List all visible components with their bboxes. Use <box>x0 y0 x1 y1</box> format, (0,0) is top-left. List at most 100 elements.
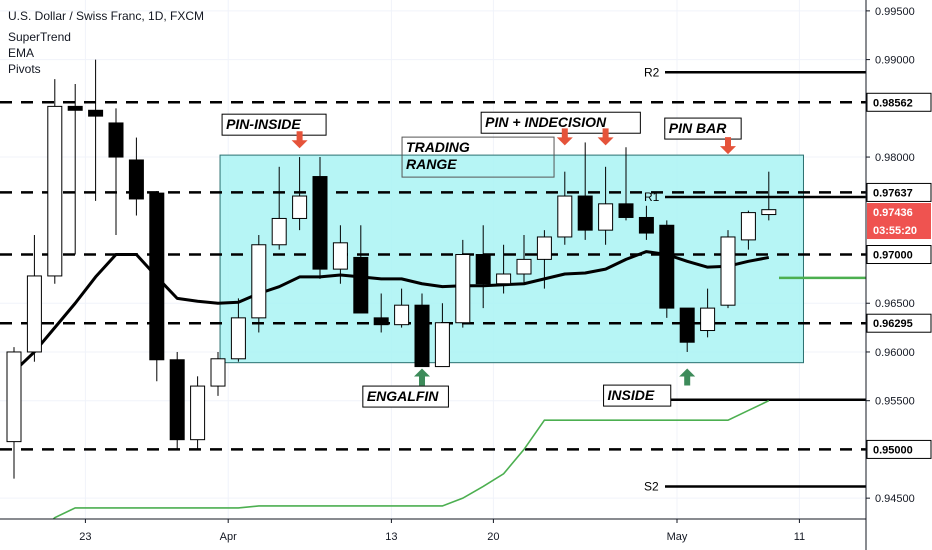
candle <box>475 225 491 309</box>
level-tag <box>866 245 932 265</box>
candle-body <box>598 203 614 231</box>
time-tick-label: May <box>667 531 688 543</box>
candle-body <box>638 216 654 234</box>
candle-body <box>128 159 144 200</box>
annotation-box <box>362 385 449 408</box>
candle <box>557 171 573 245</box>
trading-range-box <box>219 154 804 364</box>
candle <box>332 225 348 284</box>
candle-body <box>190 385 206 441</box>
level-tag-label: 0.95000 <box>873 444 913 456</box>
candle <box>516 235 532 284</box>
candle-body <box>169 359 185 441</box>
arrow-down-icon <box>720 137 736 155</box>
price-tick-label: 0.94500 <box>875 493 915 505</box>
annotation-box <box>221 113 327 136</box>
indicator-label: EMA <box>8 46 34 60</box>
annotation-label: ENGALFIN <box>367 388 439 404</box>
trading-range-label-frame <box>401 136 555 178</box>
price-tick-label: 0.99500 <box>875 6 915 18</box>
level-tag-label: 0.97000 <box>873 250 913 262</box>
supertrend-line <box>19 399 770 550</box>
candle <box>108 108 124 236</box>
candle-body <box>292 195 308 219</box>
candle <box>679 307 695 352</box>
arrow-up-icon <box>414 368 430 386</box>
indicator-label: Pivots <box>8 62 41 76</box>
time-tick-label: 20 <box>487 531 499 543</box>
annotation-label: PIN + INDECISION <box>485 114 607 130</box>
annotation-label: PIN-INSIDE <box>226 116 301 132</box>
candle-body <box>496 273 512 285</box>
annotation-label: INSIDE <box>608 387 655 403</box>
countdown-label: 03:55:20 <box>873 225 917 237</box>
annotation-label: PIN BAR <box>669 120 727 136</box>
arrow-up-icon <box>679 368 696 386</box>
candle-body <box>577 195 593 231</box>
level-tag-label: 0.97637 <box>873 187 913 199</box>
arrow-down-icon <box>291 131 308 149</box>
candle <box>638 205 654 240</box>
time-tick-label: 11 <box>794 531 805 543</box>
candle <box>618 147 634 221</box>
candle-body <box>434 322 450 368</box>
last-price-tag <box>867 203 931 240</box>
annotation-box <box>664 117 742 140</box>
candle <box>292 157 308 231</box>
candle <box>496 244 512 294</box>
pivot-label: S2 <box>644 479 659 493</box>
candle-body <box>761 209 777 216</box>
annotation-box <box>480 111 641 134</box>
candle-body <box>618 203 634 218</box>
candle <box>210 351 226 396</box>
trading-range-label: TRADING <box>406 139 470 155</box>
candle <box>149 191 165 382</box>
candle-body <box>210 358 226 387</box>
level-tag <box>866 313 932 333</box>
candle <box>455 239 471 328</box>
candle-body <box>679 307 695 343</box>
candle-body <box>332 242 348 270</box>
last-price-label: 0.97436 <box>873 207 913 219</box>
candle <box>67 83 83 255</box>
chart-title: U.S. Dollar / Swiss Franc, 1D, FXCM <box>8 9 204 23</box>
candle-body <box>455 254 471 324</box>
time-tick-label: 13 <box>385 531 397 543</box>
candle <box>190 376 206 450</box>
candle <box>47 79 63 284</box>
arrow-down-icon <box>597 128 614 146</box>
candle-body <box>88 109 104 117</box>
level-tag-label: 0.96295 <box>873 318 913 330</box>
candle <box>6 347 22 479</box>
candle <box>230 298 246 362</box>
candle <box>251 235 267 333</box>
candle <box>88 59 104 201</box>
candle-body <box>67 105 83 111</box>
pivot-label: R1 <box>644 190 660 204</box>
candle <box>577 142 593 240</box>
candle-body <box>230 317 246 360</box>
candle-body <box>659 224 675 309</box>
candle <box>740 210 756 250</box>
level-tag <box>866 182 932 202</box>
candle-body <box>271 217 287 246</box>
level-tag-label: 0.98562 <box>873 97 913 109</box>
level-tag <box>866 439 932 459</box>
candle-body <box>251 244 267 319</box>
candle <box>434 303 450 368</box>
candle-body <box>108 122 124 158</box>
candle-body <box>516 258 532 275</box>
candle <box>271 166 287 250</box>
candle-body <box>47 105 63 277</box>
candle-body <box>149 192 165 361</box>
candle-body <box>475 254 491 285</box>
candle-body <box>353 256 369 314</box>
candle <box>536 230 552 289</box>
price-tick-label: 0.96000 <box>875 347 915 359</box>
candle <box>720 230 736 309</box>
candle-body <box>414 304 430 368</box>
time-tick-label: Apr <box>220 531 237 543</box>
ema-line <box>12 250 770 373</box>
pivot-label: R2 <box>644 65 660 79</box>
